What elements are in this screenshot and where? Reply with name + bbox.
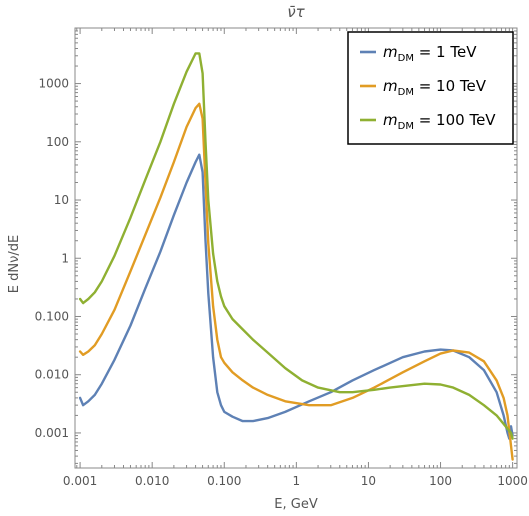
y-tick-label: 0.001	[35, 426, 69, 440]
legend-items: mDM = 1 TeV mDM = 10 TeV mDM = 100 TeV	[360, 43, 496, 132]
y-tick-label: 100	[46, 135, 69, 149]
series-line-3	[78, 52, 514, 440]
legend-label-2: mDM = 10 TeV	[383, 77, 487, 98]
series-lines	[78, 52, 514, 461]
x-tick-label: 1	[293, 474, 301, 488]
axis-ticks: 0.001 0.010 0.100 1 10 100 1000 0.001 0.010 0.100…	[35, 27, 528, 488]
x-tick-label: 1000	[497, 474, 528, 488]
series-line-1	[78, 153, 514, 440]
y-tick-label: 10	[54, 193, 69, 207]
legend-label-1: mDM = 1 TeV	[383, 43, 477, 64]
x-tick-label: 0.100	[207, 474, 241, 488]
chart-title: ν̄τ	[287, 3, 305, 21]
x-tick-label: 0.001	[63, 474, 97, 488]
legend: mDM = 1 TeV mDM = 10 TeV mDM = 100 TeV	[347, 31, 514, 145]
plot-frame	[74, 27, 518, 469]
x-axis-label: E, GeV	[274, 497, 318, 512]
y-tick-label: 0.010	[35, 368, 69, 382]
y-tick-label: 1	[61, 251, 69, 265]
y-tick-label: 0.100	[35, 309, 69, 323]
y-tick-label: 1000	[38, 77, 69, 91]
series-line-2	[78, 102, 514, 461]
x-tick-label: 10	[361, 474, 376, 488]
x-tick-label: 0.010	[135, 474, 169, 488]
legend-label-3: mDM = 100 TeV	[383, 111, 496, 132]
legend-box	[347, 31, 514, 145]
y-axis-label: E dNν/dE	[7, 235, 22, 293]
x-tick-label: 100	[429, 474, 452, 488]
